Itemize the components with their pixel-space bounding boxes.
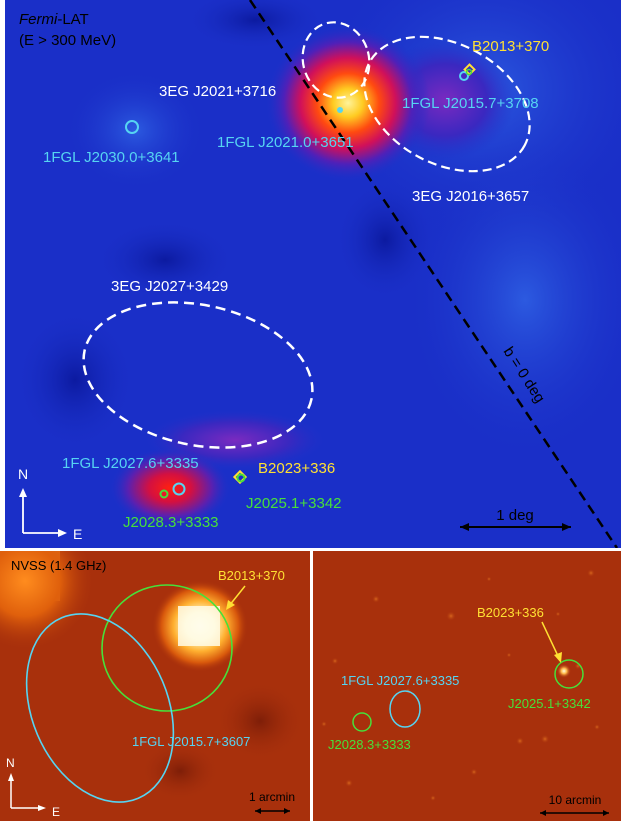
compass-arrowhead: [19, 488, 27, 497]
j2025-label: J2025.1+3342: [246, 495, 342, 512]
fgl-2015-label: 1FGL J2015.7+3708: [402, 95, 539, 112]
fermi-lat-map: Fermi-LAT (E > 300 MeV) 3EG J2021+3716 1…: [5, 0, 621, 548]
fgl-error-circle: [459, 71, 469, 81]
fgl-position-marker: [337, 107, 343, 113]
nvss-panel: NVSS (1.4 GHz) B2013+370 1FGL J2015.7+36…: [0, 551, 310, 821]
egret-error-ellipse: [301, 21, 371, 99]
radio-source-b2023: [557, 664, 571, 678]
egret-2027-label: 3EG J2027+3429: [111, 278, 228, 295]
fgl-2015-error-ellipse: [25, 613, 175, 803]
blazar-pointer-arrowhead: [226, 600, 235, 610]
j2025-error-circle: [554, 659, 584, 689]
radio-scale-label: 10 arcmin: [549, 793, 602, 807]
compass-arrowhead: [38, 805, 46, 811]
compass-arrowhead: [58, 529, 67, 537]
radio-source-core: [178, 606, 220, 646]
radio-blazar-label: B2023+336: [477, 605, 544, 620]
gamma-ray-source-glow: [266, 25, 430, 181]
fgl-error-circle: [172, 482, 186, 496]
nvss-scale-label: 1 arcmin: [249, 790, 295, 804]
nvss-diffuse-emission: [0, 551, 95, 651]
scale-bar-arrowhead: [562, 523, 571, 531]
fgl-2021-label: 1FGL J2021.0+3651: [217, 134, 354, 151]
scale-bar-arrowhead: [284, 808, 290, 814]
galactic-plane-line: [248, 0, 619, 548]
scale-bar-arrowhead: [460, 523, 469, 531]
compass-n-label: N: [18, 466, 28, 482]
scale-bar-arrowhead: [603, 810, 609, 816]
source-position-marker: [236, 473, 246, 483]
egret-error-ellipse: [82, 301, 314, 449]
nvss-dark-region: [140, 741, 220, 801]
radio-j2028-label: J2028.3+3333: [328, 737, 411, 752]
blazar-2013-label: B2013+370: [472, 38, 549, 55]
scale-bar-arrowhead: [255, 808, 261, 814]
nvss-compass-e-label: E: [52, 805, 60, 819]
dark-region: [15, 310, 135, 450]
compass-e-label: E: [73, 526, 82, 542]
radio-field-background: [313, 551, 621, 821]
nvss-dark-region: [215, 681, 305, 761]
compass-arrowhead: [8, 773, 14, 781]
scale-bar-arrowhead: [540, 810, 546, 816]
dark-region: [95, 220, 235, 300]
blazar-pointer-arrowhead: [554, 652, 562, 663]
radio-j2025-label: J2025.1+3342: [508, 696, 591, 711]
fgl-2027-error-ellipse: [389, 690, 421, 728]
radio-fgl-label: 1FGL J2027.6+3335: [341, 673, 459, 688]
fgl-error-circle: [125, 120, 139, 134]
nvss-blazar-label: B2013+370: [218, 568, 285, 583]
egret-2021-label: 3EG J2021+3716: [159, 83, 276, 100]
egret-error-ellipse: [363, 35, 531, 173]
diffuse-emission: [405, 140, 621, 460]
fermi-lat-map-panel: Fermi-LAT (E > 300 MeV) 3EG J2021+3716 1…: [5, 0, 621, 548]
dark-region: [185, 0, 325, 50]
scale-bar-label: 1 deg: [496, 507, 534, 524]
radio-field-image: B2023+336 1FGL J2027.6+3335 J2025.1+3342…: [313, 551, 621, 821]
gamma-ray-source-glow: [110, 448, 230, 528]
source-position-marker: [159, 489, 169, 499]
diffuse-emission: [65, 70, 205, 190]
radio-field-panel: B2023+336 1FGL J2027.6+3335 J2025.1+3342…: [313, 551, 621, 821]
blazar-pointer-line: [541, 621, 559, 657]
source-position-marker: [465, 68, 473, 76]
fgl-2027-label: 1FGL J2027.6+3335: [62, 455, 199, 472]
j2028-error-circle: [352, 712, 372, 732]
dark-region: [335, 180, 435, 300]
nvss-title: NVSS (1.4 GHz): [11, 558, 106, 573]
j2028-label: J2028.3+3333: [123, 514, 219, 531]
j2015-error-circle: [101, 584, 233, 712]
telescope-label: Fermi-LAT: [19, 11, 89, 28]
fgl-2030-label: 1FGL J2030.0+3641: [43, 149, 180, 166]
blazar-2023-label: B2023+336: [258, 460, 335, 477]
nvss-image: NVSS (1.4 GHz) B2013+370 1FGL J2015.7+36…: [0, 551, 310, 821]
energy-label: (E > 300 MeV): [19, 32, 116, 49]
egret-2016-label: 3EG J2016+3657: [412, 188, 529, 205]
nvss-fgl-label: 1FGL J2015.7+3607: [132, 734, 250, 749]
nvss-compass-n-label: N: [6, 756, 15, 770]
faint-radio-sources: [321, 569, 600, 801]
